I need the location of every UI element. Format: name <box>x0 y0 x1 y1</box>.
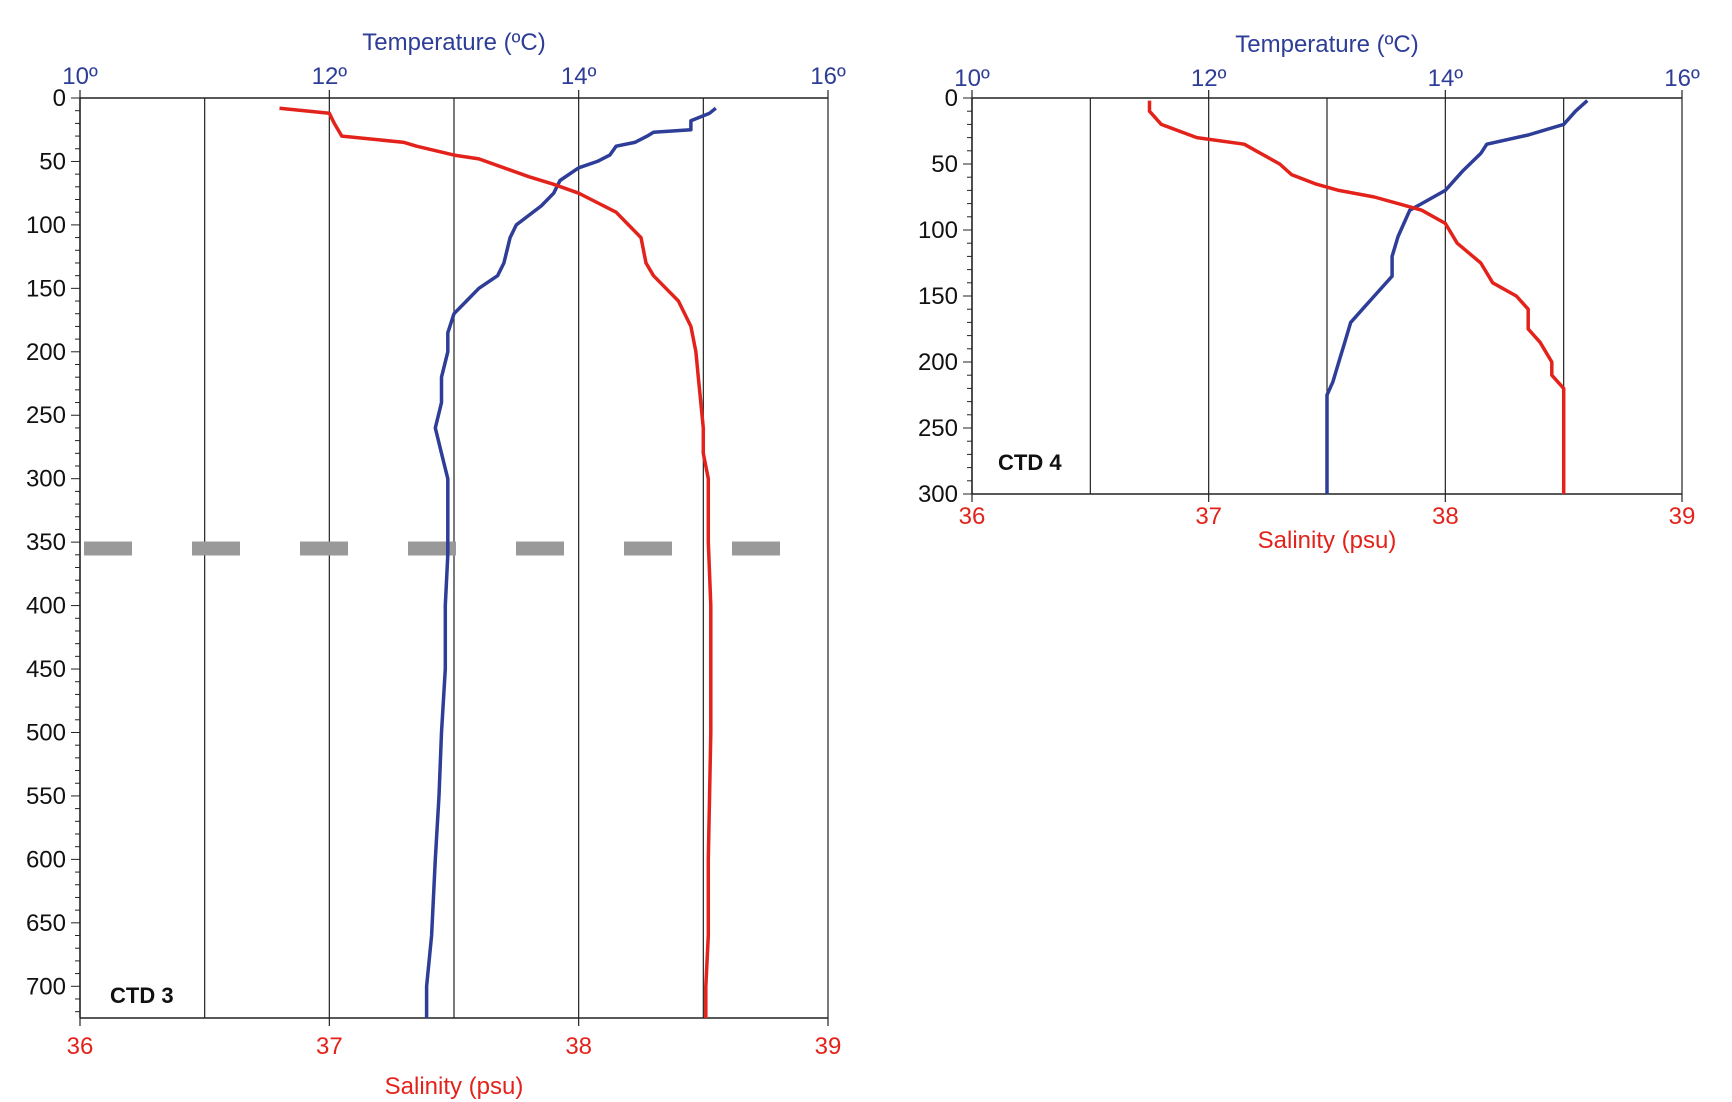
temperature-tick-label: 10º <box>954 65 990 92</box>
depth-tick-label: 650 <box>26 910 66 937</box>
temperature-tick-label: 12º <box>1191 65 1227 92</box>
depth-tick-label: 150 <box>918 283 958 310</box>
temperature-tick-label: 14º <box>1428 65 1464 92</box>
salinity-tick-label: 36 <box>67 1033 94 1060</box>
salinity-tick-label: 36 <box>959 503 986 530</box>
temperature-profile-line <box>424 106 717 1018</box>
depth-tick-label: 250 <box>918 415 958 442</box>
salinity-tick-label: 39 <box>1669 503 1696 530</box>
depth-tick-label: 0 <box>53 85 66 112</box>
temperature-profile-line <box>1325 99 1589 494</box>
depth-tick-label: 100 <box>26 212 66 239</box>
depth-tick-label: 0 <box>945 85 958 112</box>
chart-panel-1: 0 50 100 150 200 250 300 350 400 450 500 550 600 650 7… <box>26 29 846 1100</box>
temperature-tick-label: 10º <box>62 63 98 90</box>
temperature-tick-label: 16º <box>1664 65 1700 92</box>
depth-tick-label: 700 <box>26 973 66 1000</box>
depth-tick-label: 100 <box>918 217 958 244</box>
salinity-axis-title: Salinity (psu) <box>1258 527 1397 554</box>
depth-tick-label: 600 <box>26 846 66 873</box>
temperature-axis-title: Temperature (ºC) <box>1235 31 1418 58</box>
depth-tick-label: 400 <box>26 593 66 620</box>
salinity-profile-line <box>1147 100 1566 494</box>
depth-tick-label: 50 <box>39 148 66 175</box>
salinity-axis-title: Salinity (psu) <box>385 1073 524 1100</box>
depth-tick-label: 300 <box>918 481 958 508</box>
depth-tick-label: 350 <box>26 529 66 556</box>
depth-tick-label: 50 <box>931 151 958 178</box>
depth-tick-label: 300 <box>26 466 66 493</box>
depth-tick-label: 200 <box>26 339 66 366</box>
ctd-station-label: CTD 4 <box>998 450 1062 475</box>
ctd-station-label: CTD 3 <box>110 983 174 1008</box>
temperature-tick-label: 16º <box>810 63 846 90</box>
temperature-tick-label: 14º <box>561 63 597 90</box>
salinity-tick-label: 39 <box>815 1033 842 1060</box>
temperature-axis-title: Temperature (ºC) <box>362 29 545 56</box>
salinity-tick-label: 37 <box>1195 503 1222 530</box>
salinity-profile-line <box>279 106 713 1018</box>
salinity-tick-label: 38 <box>565 1033 592 1060</box>
depth-tick-label: 150 <box>26 275 66 302</box>
salinity-tick-label: 38 <box>1432 503 1459 530</box>
depth-tick-label: 250 <box>26 402 66 429</box>
depth-tick-label: 200 <box>918 349 958 376</box>
salinity-tick-label: 37 <box>316 1033 343 1060</box>
depth-tick-label: 500 <box>26 719 66 746</box>
temperature-tick-label: 12º <box>312 63 348 90</box>
chart-panel-2: 0 50 100 150 200 250 300 10º 12º 14º 16º 36 37 38 39 Te… <box>918 31 1700 554</box>
depth-tick-label: 450 <box>26 656 66 683</box>
depth-tick-label: 550 <box>26 783 66 810</box>
